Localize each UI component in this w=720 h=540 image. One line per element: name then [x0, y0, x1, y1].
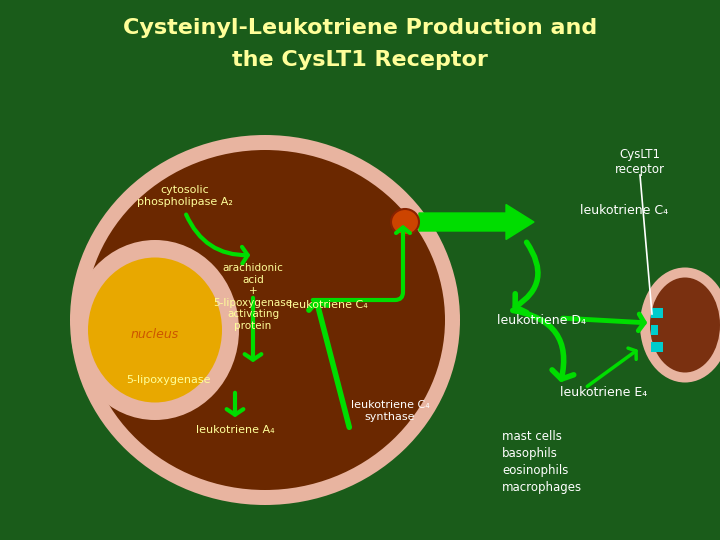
- Text: the CysLT1 Receptor: the CysLT1 Receptor: [232, 50, 488, 70]
- Text: leukotriene C₄: leukotriene C₄: [580, 204, 668, 217]
- Text: CysLT1
receptor: CysLT1 receptor: [615, 148, 665, 176]
- Text: arachidonic
acid
+
5-lipoxygenase
activating
protein: arachidonic acid + 5-lipoxygenase activa…: [213, 263, 292, 331]
- Text: leukotriene C₄
synthase: leukotriene C₄ synthase: [351, 400, 429, 422]
- Ellipse shape: [85, 150, 445, 490]
- Text: nucleus: nucleus: [131, 328, 179, 341]
- Text: leukotriene A₄: leukotriene A₄: [196, 425, 274, 435]
- Ellipse shape: [70, 135, 460, 505]
- Text: leukotriene C₄: leukotriene C₄: [289, 300, 367, 310]
- Ellipse shape: [640, 267, 720, 382]
- Ellipse shape: [391, 209, 419, 235]
- FancyArrow shape: [419, 205, 534, 240]
- Ellipse shape: [650, 278, 720, 373]
- Bar: [651, 325, 658, 335]
- Bar: [651, 308, 663, 318]
- Ellipse shape: [88, 258, 222, 402]
- Text: cytosolic
phospholipase A₂: cytosolic phospholipase A₂: [137, 185, 233, 207]
- Text: leukotriene E₄: leukotriene E₄: [560, 387, 647, 400]
- Bar: [651, 342, 663, 352]
- Text: mast cells
basophils
eosinophils
macrophages: mast cells basophils eosinophils macroph…: [502, 430, 582, 494]
- Text: Cysteinyl-Leukotriene Production and: Cysteinyl-Leukotriene Production and: [123, 18, 597, 38]
- Text: 5-lipoxygenase: 5-lipoxygenase: [126, 375, 210, 385]
- Ellipse shape: [71, 240, 239, 420]
- Text: leukotriene D₄: leukotriene D₄: [497, 314, 586, 327]
